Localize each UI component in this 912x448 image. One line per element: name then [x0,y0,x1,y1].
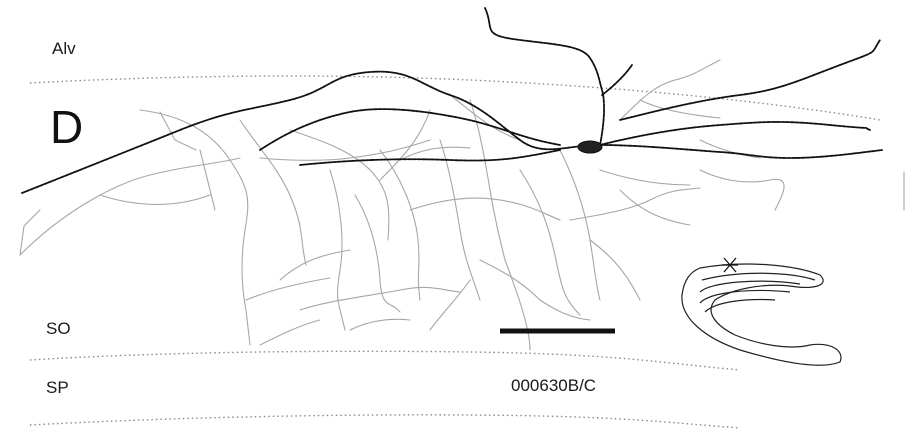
panel-letter: D [50,101,84,153]
cell-id-label: 000630B/C [511,376,597,395]
layer-label-oriens: SO [46,319,71,338]
layer-label-pyramidale: SP [46,378,69,397]
soma [577,140,603,154]
pyramidale-radiatum-boundary [29,414,741,429]
oriens-pyramidale-boundary [29,350,741,371]
star-marker-icon [722,257,738,273]
hippocampus-outline-icon [681,263,842,366]
layer-label-alveus: Alv [52,39,76,58]
alveus-oriens-boundary [29,75,881,121]
dendrites [21,7,883,194]
layer-boundaries [29,75,881,429]
axon-arbor [19,59,905,351]
